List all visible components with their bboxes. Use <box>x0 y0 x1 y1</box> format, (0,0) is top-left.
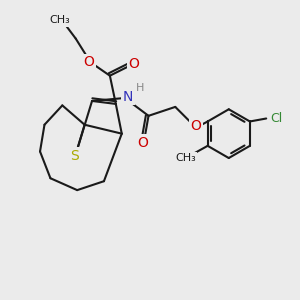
Text: O: O <box>190 119 202 133</box>
Text: Cl: Cl <box>271 112 283 125</box>
Text: H: H <box>136 83 144 94</box>
Text: S: S <box>70 149 79 163</box>
Text: O: O <box>137 136 148 150</box>
Text: CH₃: CH₃ <box>49 15 70 25</box>
Text: O: O <box>128 57 139 71</box>
Text: O: O <box>84 55 94 69</box>
Text: N: N <box>123 89 134 103</box>
Text: CH₃: CH₃ <box>175 153 196 163</box>
